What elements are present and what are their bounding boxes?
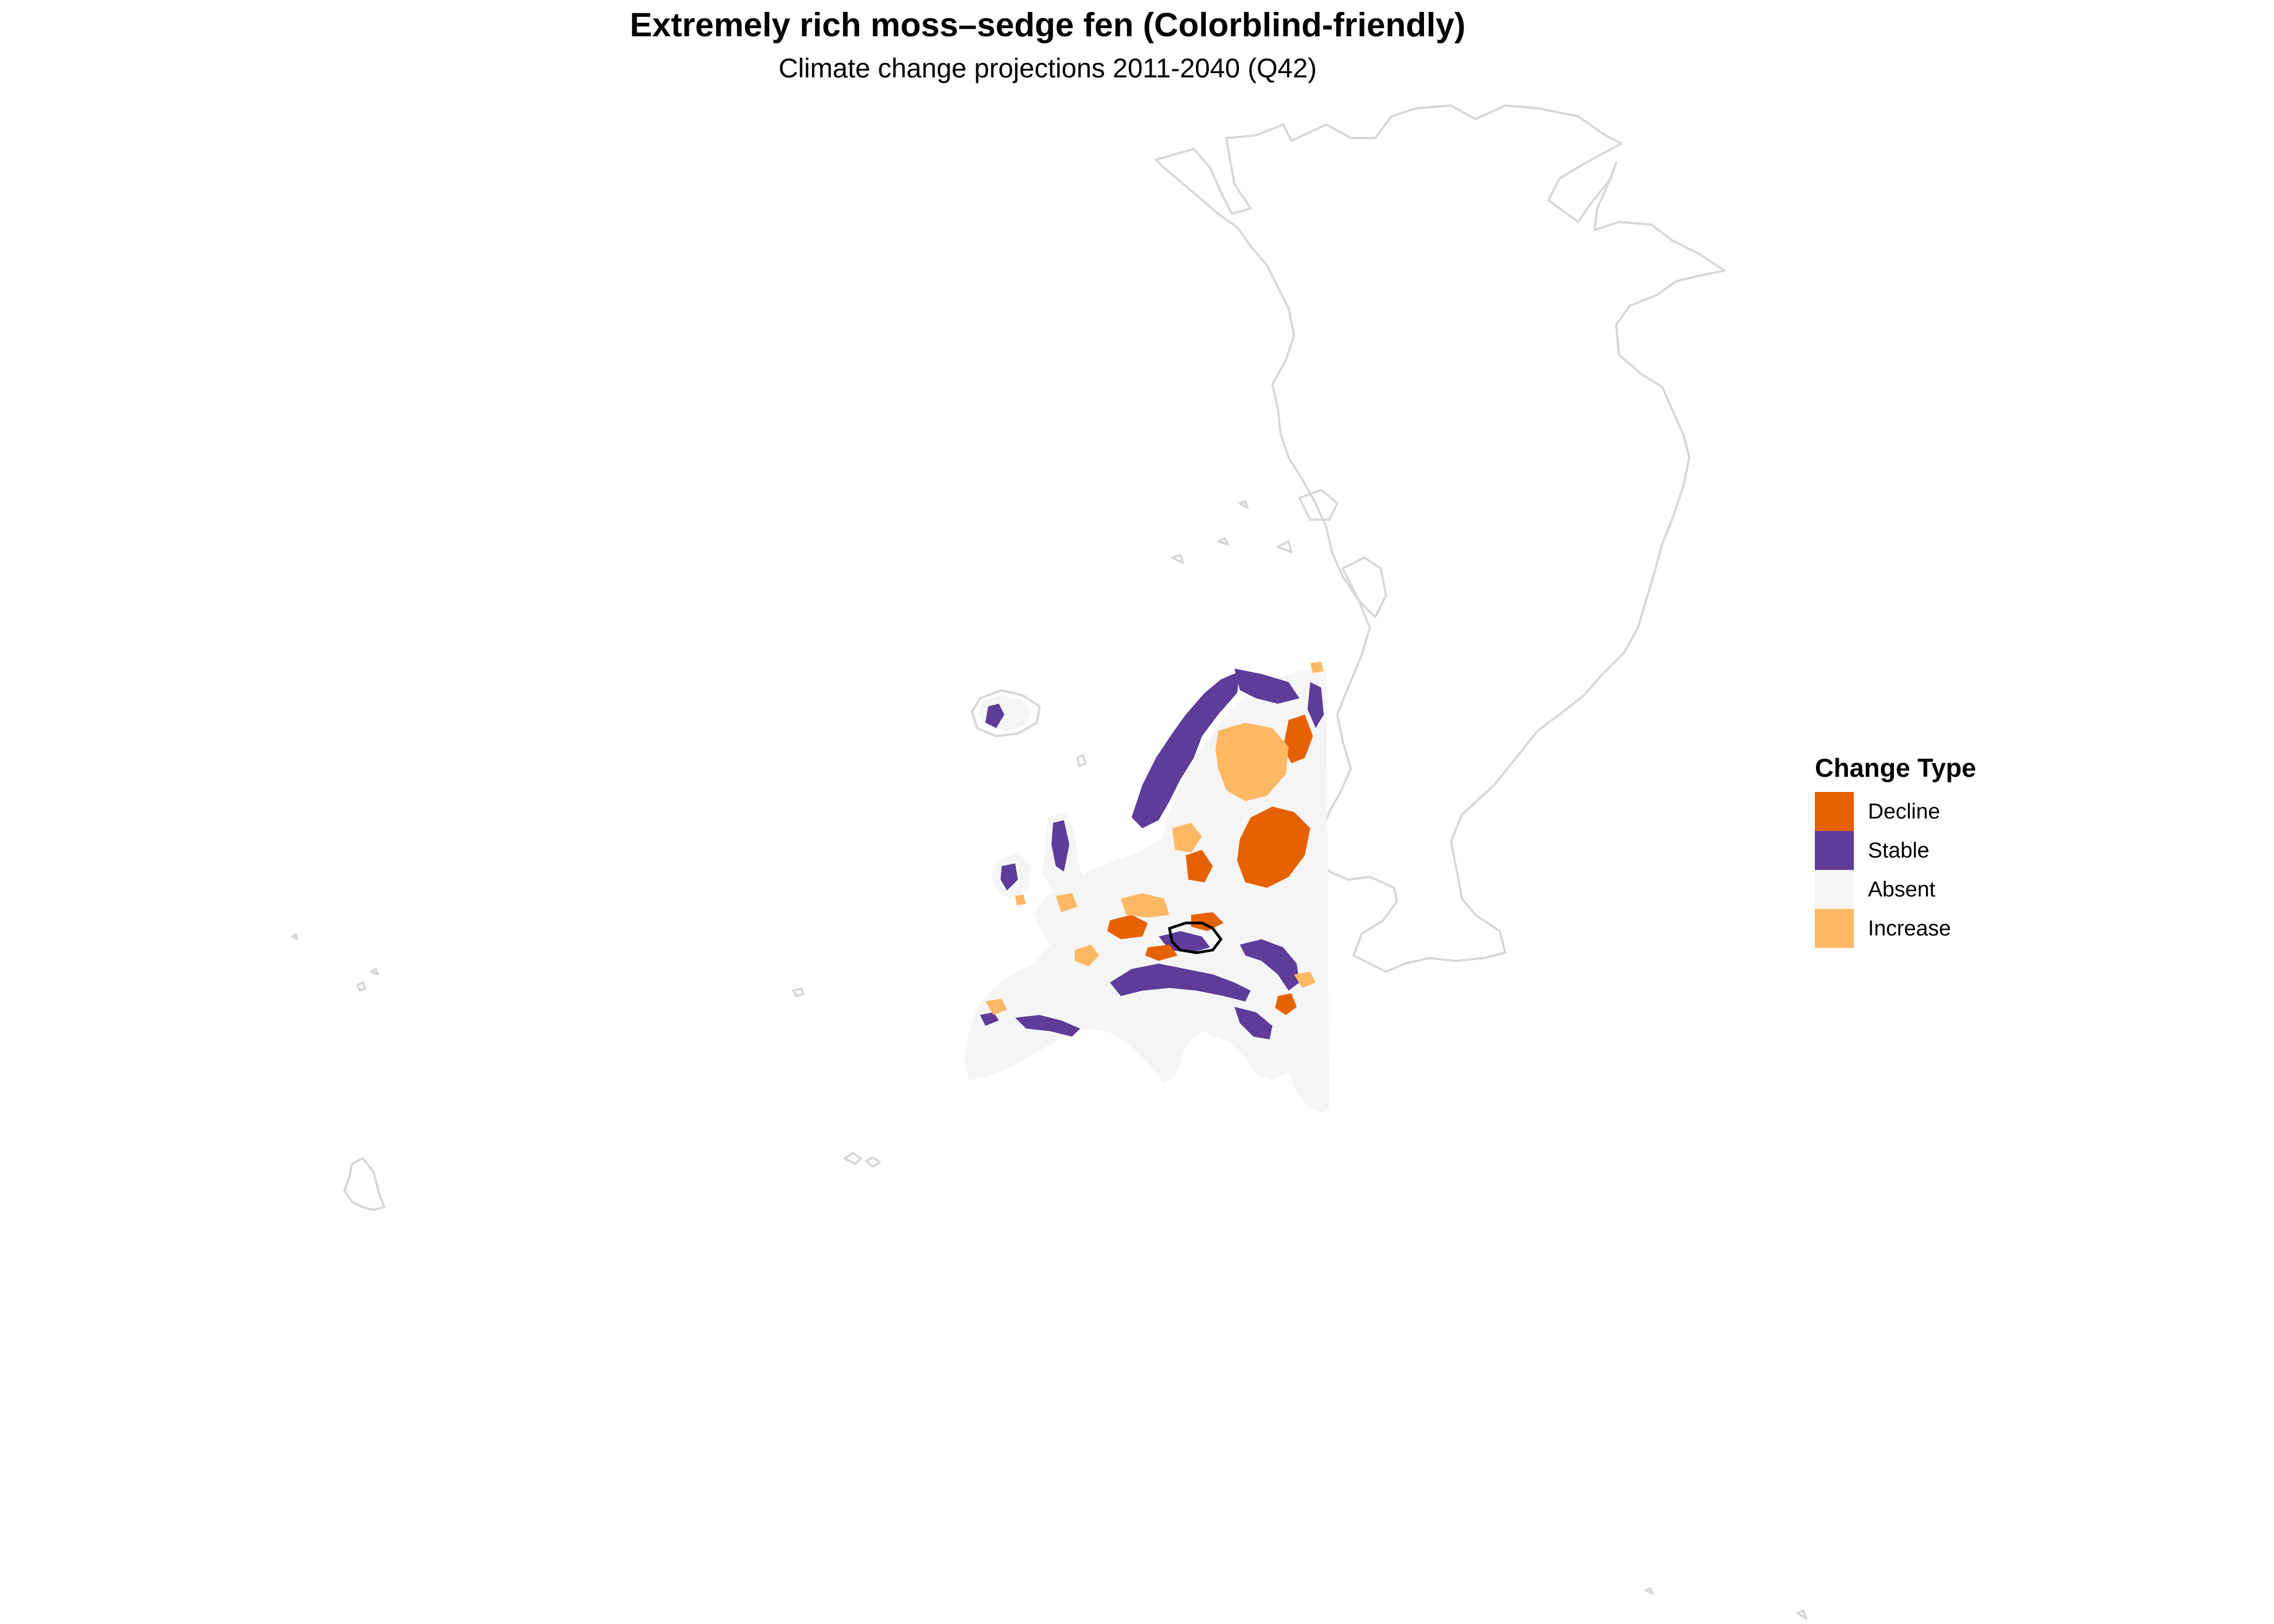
stable-carpathians [1240,939,1299,991]
decline-finland [1283,715,1313,763]
small-islands-a [1171,500,1249,564]
cape-verde-outline [343,1157,385,1211]
legend-swatch-absent [1815,870,1854,909]
decline-patches [1107,715,1313,1015]
legend-swatch-increase [1815,909,1854,948]
stable-iceland [985,704,1004,728]
legend-swatch-stable [1815,831,1854,870]
stable-uk [1051,820,1069,872]
increase-uk [1056,893,1077,912]
increase-iberia [985,999,1007,1015]
decline-alps [1145,945,1178,961]
map-subtitle: Climate change projections 2011-2040 (Q4… [778,53,1317,83]
iceland-outline [971,689,1041,737]
increase-north-russia [1310,662,1324,673]
stable-alps [1110,964,1251,1001]
legend-label-stable: Stable [1868,838,1930,862]
faroe-outline [1076,754,1087,767]
stable-ireland [1001,863,1018,890]
decline-scandinavia [1186,850,1213,882]
stable-iberia-north [980,1012,999,1026]
increase-balkans [1294,972,1316,988]
stable-patches [980,669,1324,1039]
small-islands-b [1645,1587,1807,1620]
legend-label-increase: Increase [1868,916,1951,940]
legend-label-absent: Absent [1868,877,1936,901]
decline-central-europe [1107,915,1148,939]
legend-item-absent: Absent [1815,870,2064,909]
study-area-raster [964,662,1329,1112]
decline-baltic [1237,807,1310,888]
legend-item-increase: Increase [1815,909,2064,948]
increase-finland [1216,723,1289,801]
novaya-zemlya-outline [1342,556,1387,618]
absent-area-iceland [979,696,1031,731]
increase-france [1075,945,1099,966]
map-title: Extremely rich moss–sedge fen (Colorblin… [630,6,1466,44]
increase-germany [1121,893,1169,918]
legend: Change Type Decline Stable Absent Increase [1815,754,2064,948]
stable-pyrenees [1015,1015,1080,1037]
canary-outline [844,1152,881,1168]
stable-finland [1308,682,1324,728]
svalbard-outline [1277,489,1338,553]
legend-title: Change Type [1815,754,1976,783]
coastline-outlines [291,104,1807,1620]
decline-poland [1191,912,1224,931]
increase-ireland [1015,894,1026,905]
increase-scandinavia-south [1172,823,1202,853]
madeira-outline [792,987,805,997]
highlight-region-outline [1168,921,1223,954]
stable-scandinavia-north [1234,669,1299,704]
legend-items: Decline Stable Absent Increase [1815,792,2064,948]
legend-item-decline: Decline [1815,792,2064,831]
legend-swatch-decline [1815,792,1854,831]
legend-item-stable: Stable [1815,831,2064,870]
increase-patches [985,662,1324,1015]
stable-scandinavia-west [1132,671,1240,828]
azores-outline [291,933,379,992]
north-asia-outline [1155,104,1726,973]
stable-balkans [1234,1007,1272,1039]
legend-label-decline: Decline [1868,799,1940,823]
decline-balkans [1275,993,1297,1015]
